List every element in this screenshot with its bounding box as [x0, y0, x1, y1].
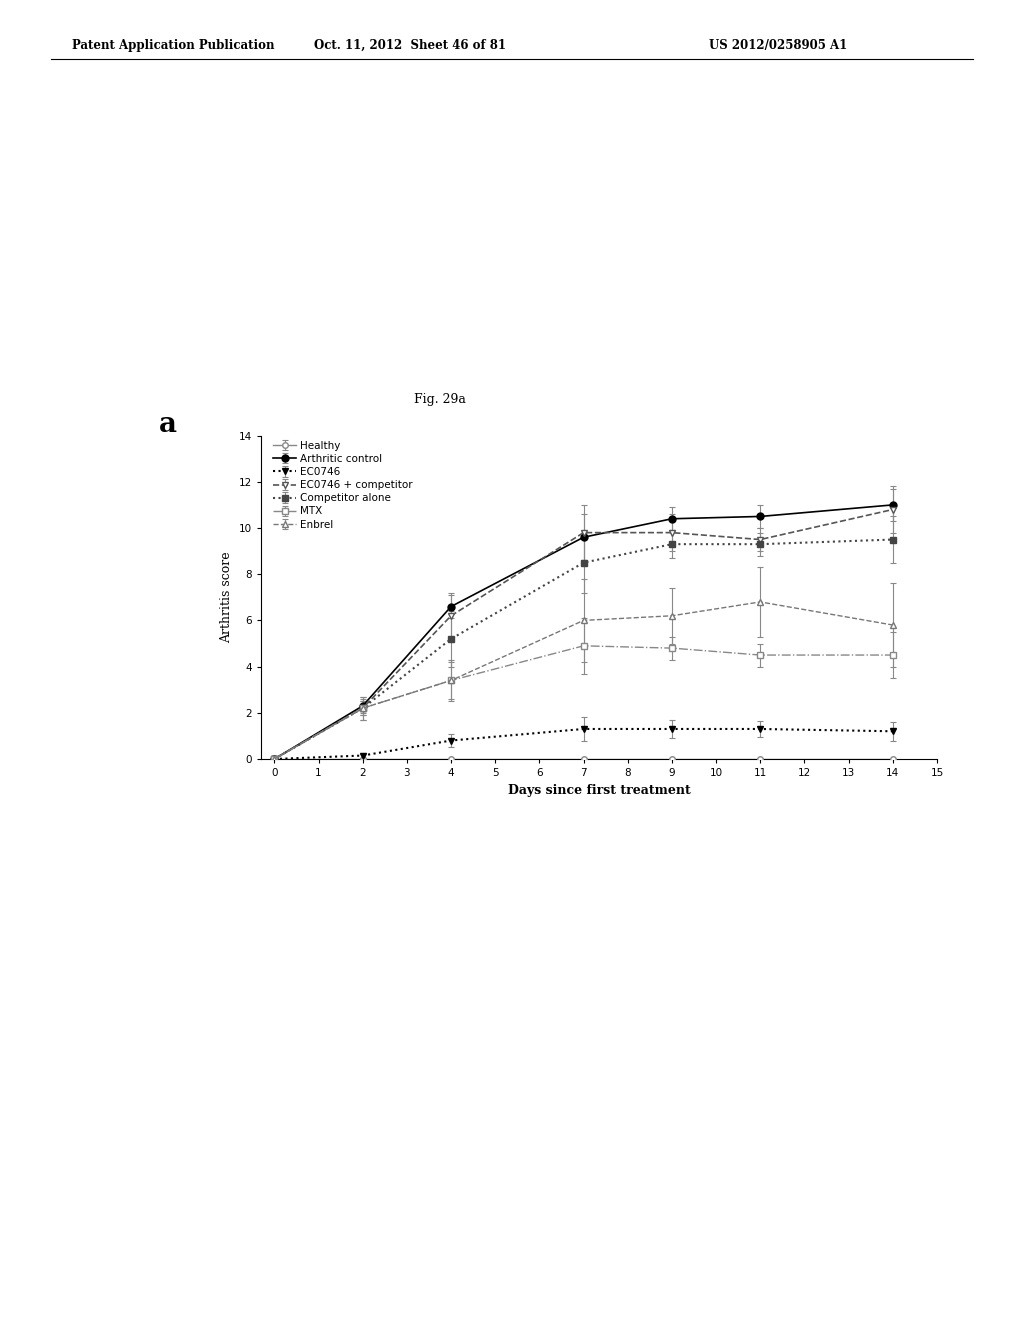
- Text: Patent Application Publication: Patent Application Publication: [72, 38, 274, 51]
- Y-axis label: Arthritis score: Arthritis score: [220, 552, 233, 643]
- X-axis label: Days since first treatment: Days since first treatment: [508, 784, 690, 796]
- Text: a: a: [159, 411, 177, 438]
- Text: Fig. 29a: Fig. 29a: [415, 392, 466, 405]
- Text: Oct. 11, 2012  Sheet 46 of 81: Oct. 11, 2012 Sheet 46 of 81: [313, 38, 506, 51]
- Text: US 2012/0258905 A1: US 2012/0258905 A1: [709, 38, 848, 51]
- Legend: Healthy, Arthritic control, EC0746, EC0746 + competitor, Competitor alone, MTX, : Healthy, Arthritic control, EC0746, EC07…: [273, 441, 413, 529]
